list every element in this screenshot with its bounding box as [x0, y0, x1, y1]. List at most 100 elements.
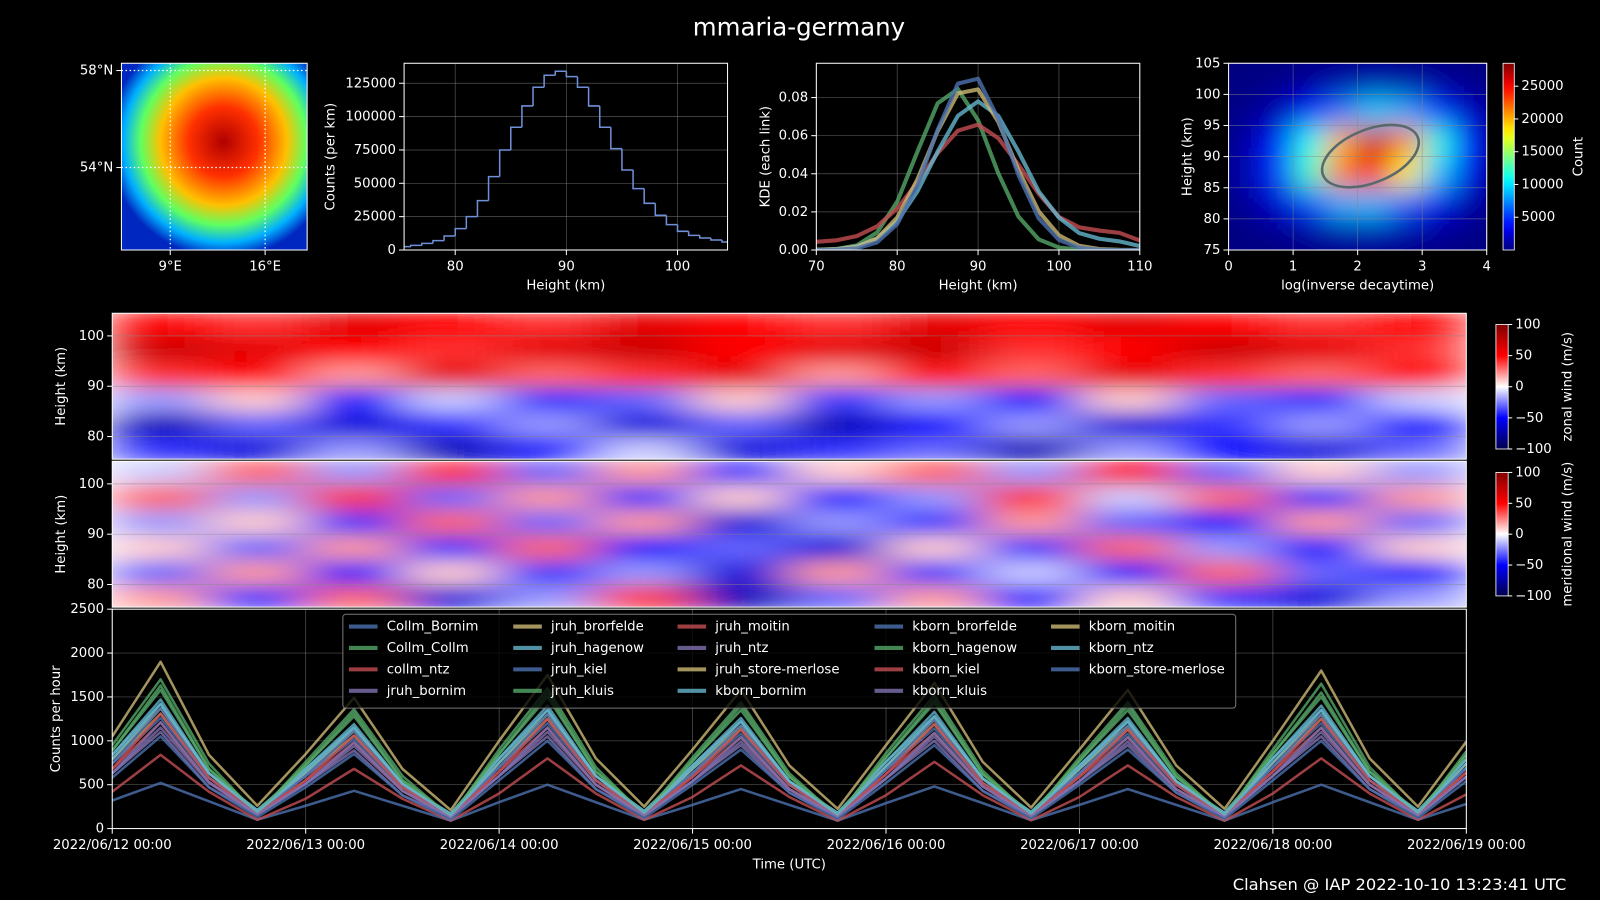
heatmap-cell — [402, 335, 501, 363]
histogram-step — [698, 235, 711, 239]
heatmap-cell — [1079, 534, 1178, 561]
heatmap-cell — [1079, 584, 1178, 608]
y-axis-label: Height (km) — [54, 495, 69, 574]
histogram-step — [676, 224, 689, 233]
heatmap-cell — [982, 313, 1081, 337]
series-line — [112, 781, 1467, 822]
heatmap-cell — [1079, 483, 1178, 511]
heatmap-cell — [499, 509, 597, 536]
x-axis-label: Height (km) — [526, 279, 605, 294]
heatmap-cell — [1422, 187, 1456, 220]
legend-label: kborn_kluis — [912, 684, 987, 699]
heatmap-cell — [692, 386, 791, 413]
y-tick-label: 90 — [1204, 150, 1221, 165]
x-tick-label: 2 — [1353, 259, 1361, 274]
heatmap-cell — [1357, 187, 1391, 220]
x-tick-label: 100 — [1046, 259, 1071, 274]
y-tick-label: 80 — [87, 578, 104, 593]
legend-label: kborn_brorfelde — [912, 620, 1017, 635]
heatmap-cell — [1422, 63, 1456, 96]
heatmap-cell — [112, 386, 210, 413]
heatmap-cells — [1228, 63, 1487, 250]
axes-frame — [403, 62, 729, 251]
y-tick-label: 54°N — [80, 161, 113, 176]
heatmap-cell — [112, 313, 210, 337]
heatmap-cell — [1389, 94, 1424, 127]
heatmap-cell — [886, 436, 984, 460]
heatmap-cell — [1454, 187, 1487, 220]
heatmap-cell — [402, 361, 501, 388]
heatmap-cell — [595, 534, 694, 561]
colorbar-tick-label: 50 — [1515, 349, 1532, 364]
heatmap-cell — [1369, 313, 1467, 337]
y-tick-label: 2000 — [70, 646, 104, 661]
colorbar-tick-label: 0 — [1515, 527, 1523, 542]
x-tick-label: 90 — [970, 259, 987, 274]
histogram-step — [598, 105, 611, 129]
legend-label: jruh_kluis — [550, 684, 614, 699]
heatmap-cell — [886, 361, 984, 388]
heatmap-cell — [886, 461, 984, 485]
heatmap-cell — [305, 559, 404, 586]
heatmap-cell — [886, 509, 984, 536]
x-tick-label: 2022/06/16 00:00 — [827, 838, 946, 853]
heatmap-cells — [112, 461, 1467, 608]
heatmap-cell — [1079, 509, 1178, 536]
y-axis-label: Height (km) — [54, 347, 69, 426]
heatmap-cell — [982, 411, 1081, 438]
colorbar-tick-label: 50 — [1515, 496, 1532, 511]
x-tick-label: 100 — [665, 259, 690, 274]
heatmap-cell — [208, 335, 307, 363]
heatmap-cell — [789, 461, 888, 485]
heatmap-cell — [1422, 218, 1456, 250]
histogram-step — [621, 148, 634, 171]
heatmap-cell — [692, 509, 791, 536]
series-line — [112, 712, 1467, 818]
histogram-step — [632, 169, 645, 190]
histogram-step — [710, 237, 722, 241]
heatmap-cell — [789, 509, 888, 536]
histogram-step — [721, 239, 728, 243]
heatmap-cell — [1228, 218, 1262, 250]
histogram-step — [565, 71, 578, 78]
heatmap-cell — [692, 335, 791, 363]
heatmap-cell — [208, 559, 307, 586]
y-tick-label: 75 — [1204, 243, 1221, 258]
heatmap-cell — [208, 461, 307, 485]
x-tick-label: 2022/06/17 00:00 — [1020, 838, 1139, 853]
heatmap-cell — [1176, 361, 1274, 388]
heatmap-cell — [208, 436, 307, 460]
heatmap-cell — [595, 436, 694, 460]
heatmap-cell — [1176, 509, 1274, 536]
x-tick-label: 80 — [889, 259, 906, 274]
plot-area — [112, 660, 1467, 822]
heatmap-cell — [1260, 125, 1295, 158]
heatmap-cell — [1389, 63, 1424, 96]
heatmap-cell — [1260, 156, 1295, 189]
histogram-step — [476, 199, 489, 217]
colorbar — [1495, 324, 1509, 450]
y-tick-label: 0.04 — [779, 167, 809, 182]
colorbar-tick-label: 25000 — [1521, 79, 1563, 94]
heatmap-cell — [1293, 156, 1327, 189]
contour — [1320, 123, 1421, 189]
heatmap-cell — [595, 361, 694, 388]
heatmap-cell — [499, 483, 597, 511]
heatmap-cell — [1325, 187, 1359, 220]
legend-label: jruh_moitin — [714, 620, 790, 635]
y-axis-label: Counts per hour — [49, 665, 64, 773]
heatmap-cell — [499, 584, 597, 608]
y-tick-label: 2500 — [70, 602, 104, 617]
heatmap-cell — [402, 436, 501, 460]
heatmap-cell — [982, 559, 1081, 586]
heatmap-cell — [789, 483, 888, 511]
heatmap-cell — [1293, 63, 1327, 96]
histogram-step — [409, 244, 422, 247]
heatmap-cell — [1176, 335, 1274, 363]
y-tick-label: 100000 — [345, 110, 396, 125]
heatmap-cell — [1272, 436, 1371, 460]
x-tick-label: 2022/06/19 00:00 — [1407, 838, 1526, 853]
heatmap-cell — [789, 411, 888, 438]
y-tick-label: 58°N — [80, 64, 113, 79]
heatmap-cell — [789, 313, 888, 337]
